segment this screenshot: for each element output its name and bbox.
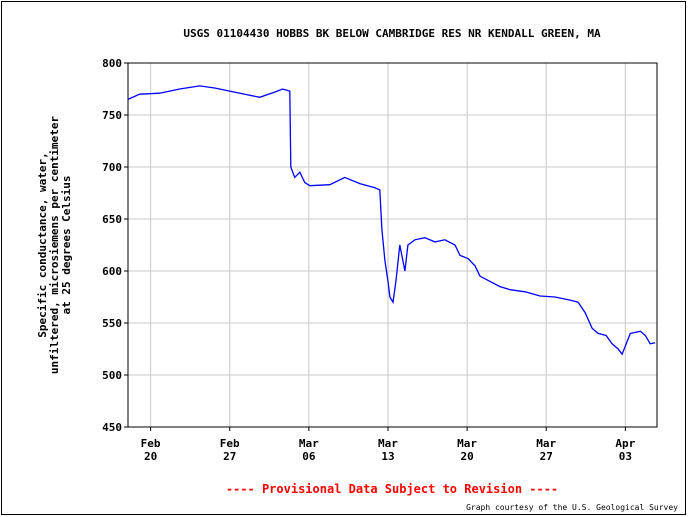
y-axis-label: Specific conductance, water,unfiltered, … [36,115,73,374]
x-tick-label: Mar 13 [378,437,398,463]
y-tick-label: 450 [102,421,122,434]
y-tick-label: 800 [102,57,122,70]
y-tick-label: 500 [102,369,122,382]
chart-title: USGS 01104430 HOBBS BK BELOW CAMBRIDGE R… [183,27,601,40]
provisional-note: ---- Provisional Data Subject to Revisio… [226,482,558,496]
data-line [127,85,656,356]
x-tick-label: Feb 20 [141,437,161,463]
credit: Graph courtesy of the U.S. Geological Su… [466,503,678,512]
plot-area [128,63,657,427]
x-tick-label: Mar 20 [457,437,477,463]
y-axis-label-line: at 25 degrees Celsius [60,175,73,314]
y-tick-label: 700 [102,161,122,174]
y-tick-label: 650 [102,213,122,226]
plot-border [127,62,658,428]
y-axis-label-line: unfiltered, microsiemens per centimeter [48,115,61,374]
y-axis-label-line: Specific conductance, water, [36,152,49,337]
y-tick-label: 750 [102,109,122,122]
y-tick-label: 550 [102,317,122,330]
x-tick-label: Apr 03 [615,437,635,463]
y-tick-label: 600 [102,265,122,278]
x-tick-label: Mar 06 [299,437,319,463]
x-tick-label: Mar 27 [536,437,556,463]
x-tick-label: Feb 27 [220,437,240,463]
